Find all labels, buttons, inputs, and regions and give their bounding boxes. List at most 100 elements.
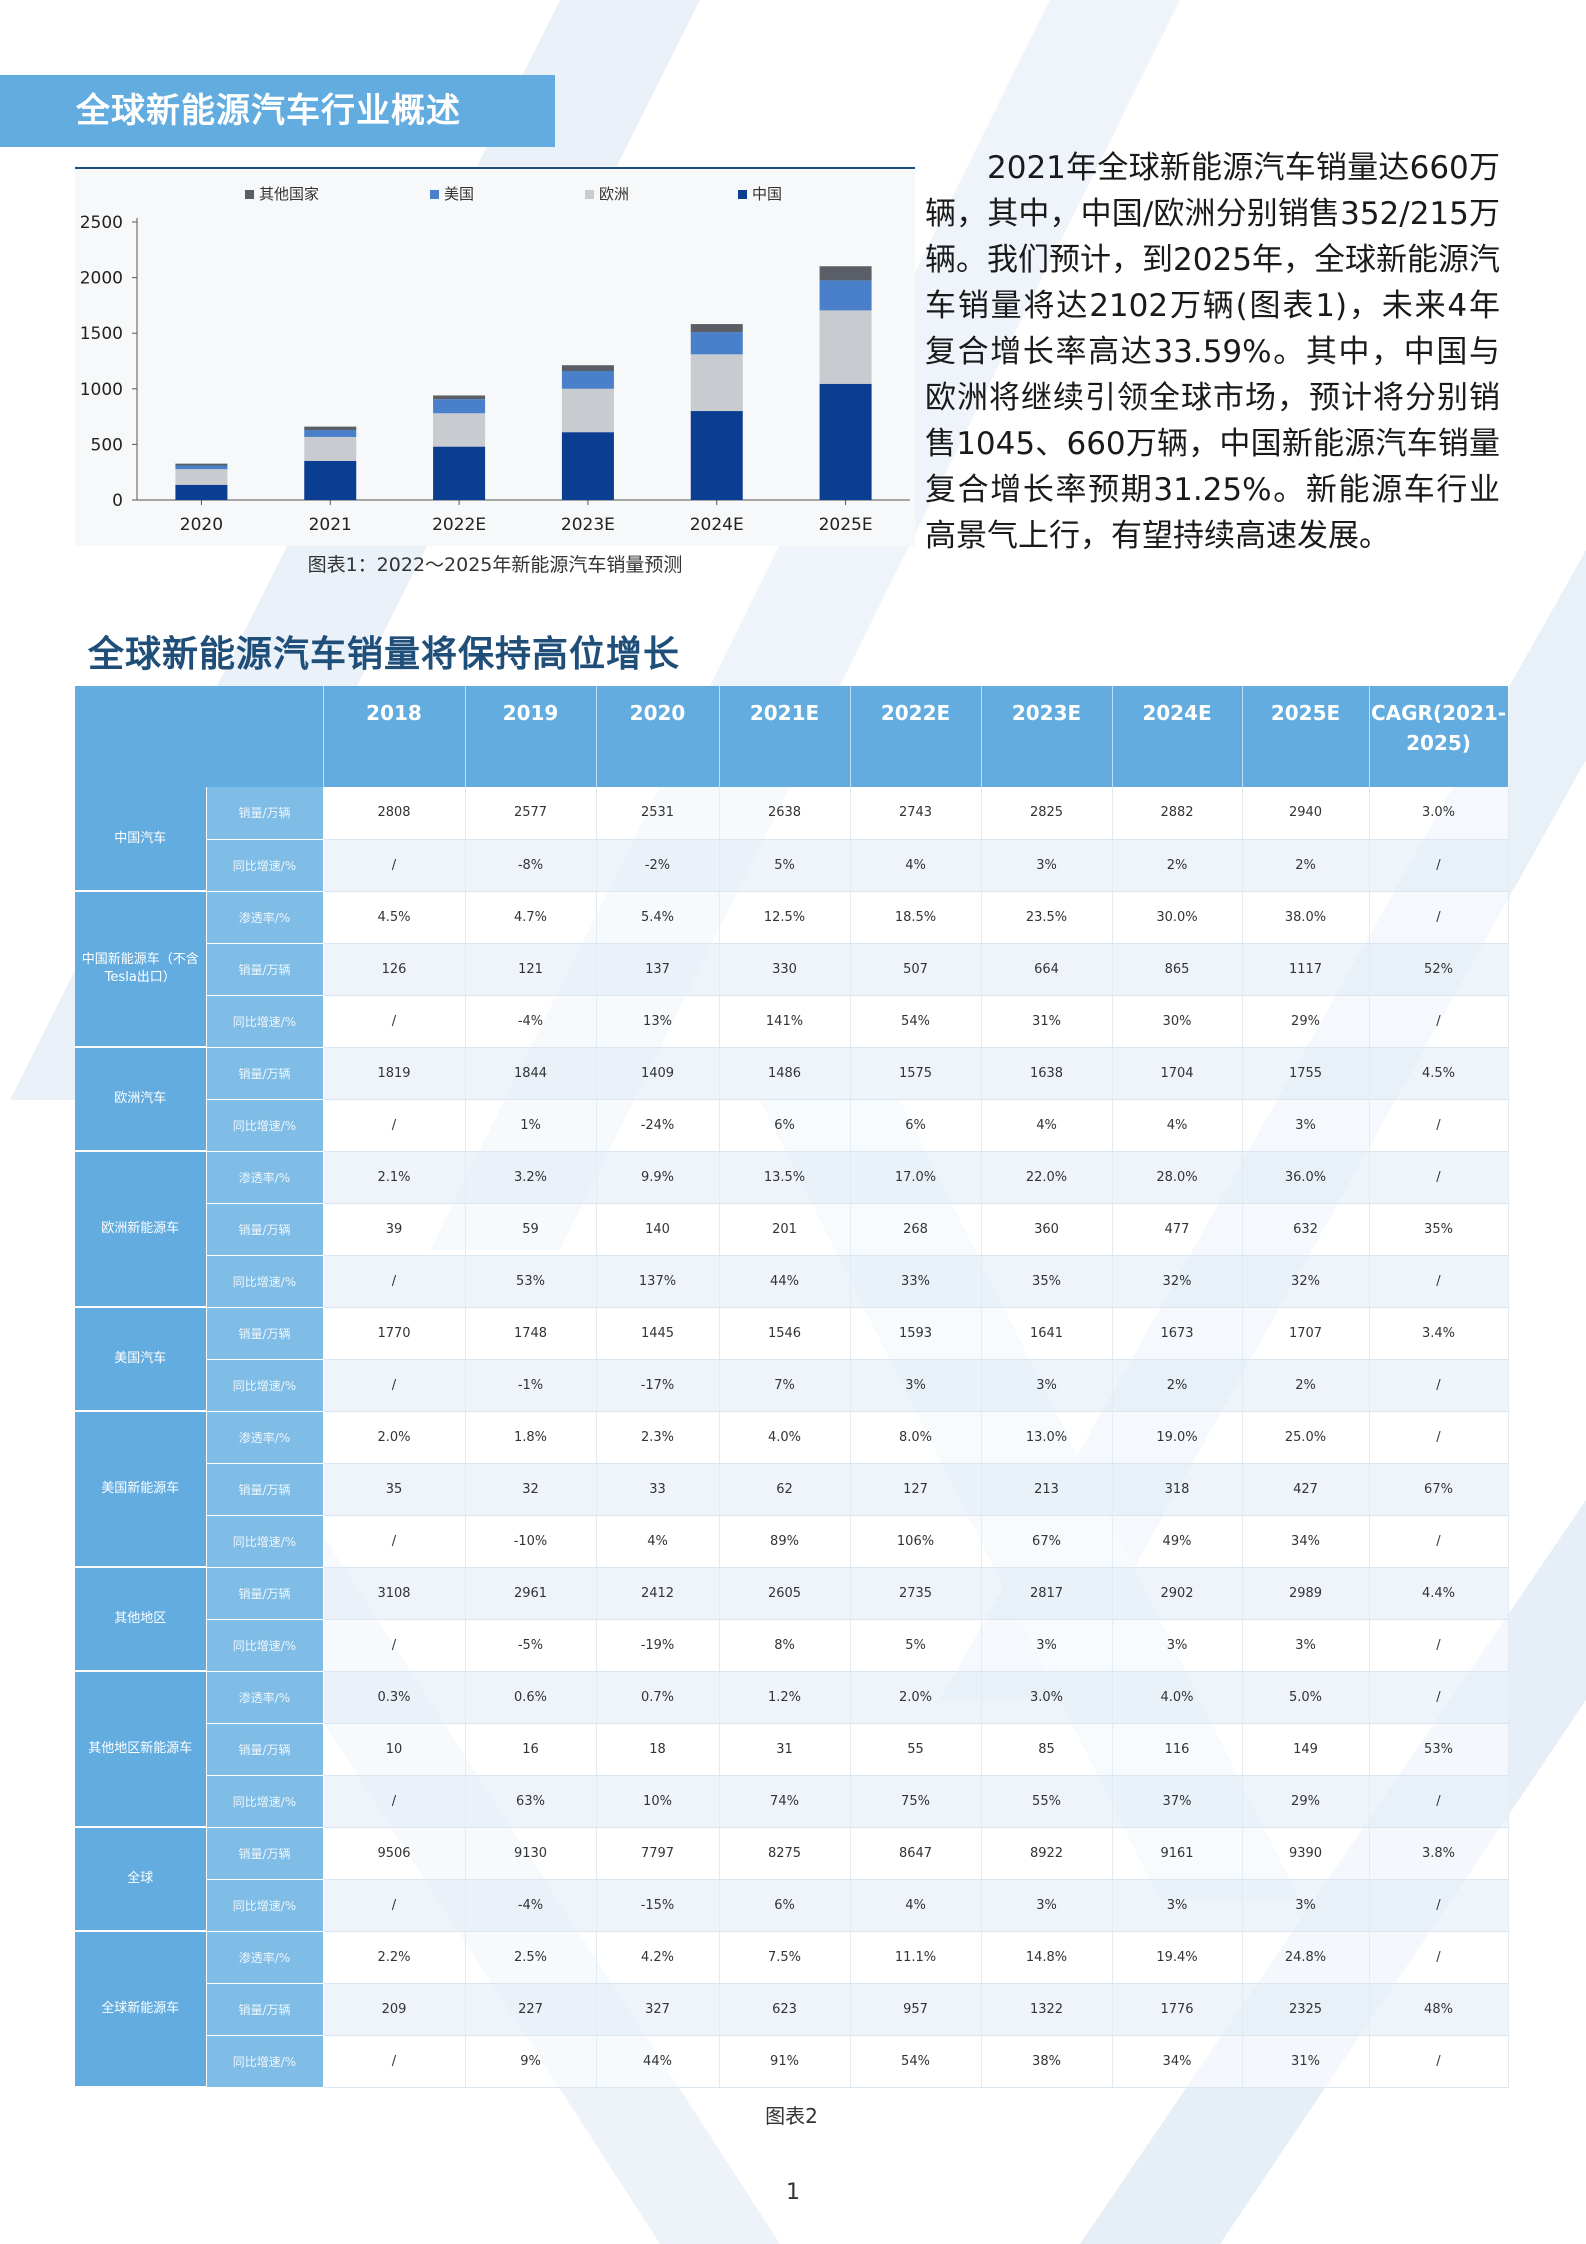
table-cell: 2% <box>1112 839 1243 892</box>
table-cell: 6% <box>719 1879 851 1932</box>
table-row: 其他地区新能源车 渗透率/% 0.3% 0.6% 0.7% 1.2% 2.0% 3.0% 4.0… <box>75 1671 1509 1828</box>
table-cell: 12.5% <box>719 891 851 944</box>
table-cell: -4% <box>465 1879 597 1932</box>
metric-label: 销量/万辆 <box>206 1567 324 1620</box>
table-cell: 10 <box>323 1723 466 1776</box>
bar-segment <box>304 460 357 500</box>
table-cell: 13% <box>596 995 720 1048</box>
table-cell: 330 <box>719 943 851 996</box>
bar-segment <box>819 266 872 281</box>
table-cell: 34% <box>1242 1515 1370 1568</box>
table-cell: 11.1% <box>850 1931 982 1984</box>
table-cell: -1% <box>465 1359 597 1412</box>
table-cell: / <box>1369 891 1509 944</box>
table-cell: 35% <box>981 1255 1113 1308</box>
metric-label: 同比增速/% <box>206 1775 324 1828</box>
table-row: 中国汽车 销量/万辆 2808 2577 2531 2638 2743 2825 2882 294… <box>75 787 1509 892</box>
table-cell: 3.0% <box>981 1671 1113 1724</box>
table-cell: 2577 <box>465 787 597 840</box>
table-cell: 3% <box>1242 1619 1370 1672</box>
bar-segment <box>819 383 872 500</box>
table-row: 同比增速/% / -1% -17% 7% 3% 3% 2% 2% / <box>75 1359 1509 1412</box>
table-row: 销量/万辆 39 59 140 201 268 360 477 632 35% <box>75 1203 1509 1256</box>
bar-segment <box>175 463 228 466</box>
table-cell: 2605 <box>719 1567 851 1620</box>
table-cell: 28.0% <box>1112 1151 1243 1204</box>
group-label: 其他地区新能源车 <box>75 1671 207 1828</box>
table-cell: 5% <box>719 839 851 892</box>
table-cell: 3108 <box>323 1567 466 1620</box>
table-row: 美国新能源车 渗透率/% 2.0% 1.8% 2.3% 4.0% 8.0% 13.0% 19.0… <box>75 1411 1509 1568</box>
y-tick-label: 1000 <box>80 380 123 400</box>
table-header-row: 2018 2019 2020 2021E 2022E 2023E 2024E 2025E CAG… <box>75 686 1509 787</box>
table-cell: 2325 <box>1242 1983 1370 2036</box>
table-cell: 67% <box>981 1515 1113 1568</box>
table-cell: / <box>323 1879 466 1932</box>
table-cell: 67% <box>1369 1463 1509 1516</box>
table-cell: / <box>323 2035 466 2088</box>
x-tick-label: 2021 <box>309 515 352 535</box>
page-number: 1 <box>786 2180 800 2205</box>
table-cell: 17.0% <box>850 1151 982 1204</box>
table-cell: 4.5% <box>323 891 466 944</box>
table-cell: 4% <box>850 839 982 892</box>
table-cell: 9390 <box>1242 1827 1370 1880</box>
table-cell: 7.5% <box>719 1931 851 1984</box>
table-cell: 865 <box>1112 943 1243 996</box>
table-cell: 1755 <box>1242 1047 1370 1100</box>
bar-segment <box>304 426 357 431</box>
bar-segment <box>819 280 872 311</box>
table-cell: 957 <box>850 1983 982 2036</box>
table-cell: / <box>1369 1411 1509 1464</box>
table-cell: 4.0% <box>1112 1671 1243 1724</box>
table-cell: 1% <box>465 1099 597 1152</box>
table-cell: 318 <box>1112 1463 1243 1516</box>
column-header: 2019 <box>465 686 597 787</box>
table-cell: 19.4% <box>1112 1931 1243 1984</box>
table-cell: 2825 <box>981 787 1113 840</box>
table-cell: 85 <box>981 1723 1113 1776</box>
header-corner <box>75 686 324 787</box>
table-cell: 2% <box>1242 839 1370 892</box>
table-cell: 63% <box>465 1775 597 1828</box>
table-cell: 32 <box>465 1463 597 1516</box>
table-cell: 0.3% <box>323 1671 466 1724</box>
table-cell: / <box>1369 1359 1509 1412</box>
table-row: 销量/万辆 10 16 18 31 55 85 116 149 53% <box>75 1723 1509 1776</box>
table-cell: 3% <box>1242 1099 1370 1152</box>
table-cell: -24% <box>596 1099 720 1152</box>
table-cell: / <box>323 1775 466 1828</box>
table-cell: 10% <box>596 1775 720 1828</box>
table-cell: / <box>323 995 466 1048</box>
table-cell: 37% <box>1112 1775 1243 1828</box>
table-cell: 52% <box>1369 943 1509 996</box>
bar-segment <box>175 469 228 485</box>
table-cell: 13.5% <box>719 1151 851 1204</box>
table-cell: 53% <box>465 1255 597 1308</box>
table-cell: 74% <box>719 1775 851 1828</box>
table-cell: 36.0% <box>1242 1151 1370 1204</box>
table-row: 同比增速/% / -5% -19% 8% 5% 3% 3% 3% / <box>75 1619 1509 1672</box>
table-cell: 30.0% <box>1112 891 1243 944</box>
table-cell: 1409 <box>596 1047 720 1100</box>
table-cell: 14.8% <box>981 1931 1113 1984</box>
table-cell: 2412 <box>596 1567 720 1620</box>
table-cell: -17% <box>596 1359 720 1412</box>
table-cell: 18 <box>596 1723 720 1776</box>
section-title: 全球新能源汽车行业概述 <box>0 75 555 147</box>
chart-canvas: 其他国家 美国 欧洲 中国 0 500 1000 1500 2000 2500 2020 2021 20… <box>75 166 915 546</box>
metric-label: 销量/万辆 <box>206 1047 324 1100</box>
table-cell: 2.3% <box>596 1411 720 1464</box>
table-cell: 6% <box>850 1099 982 1152</box>
table-cell: 1445 <box>596 1307 720 1360</box>
table-cell: 632 <box>1242 1203 1370 1256</box>
table-cell: 24.8% <box>1242 1931 1370 1984</box>
table-cell: / <box>1369 1775 1509 1828</box>
table-cell: 664 <box>981 943 1113 996</box>
table-cell: 8275 <box>719 1827 851 1880</box>
table-title: 全球新能源汽车销量将保持高位增长 <box>88 634 681 675</box>
metric-label: 销量/万辆 <box>206 1307 324 1360</box>
bar-segment <box>690 332 743 355</box>
table-cell: 34% <box>1112 2035 1243 2088</box>
table-cell: 2.2% <box>323 1931 466 1984</box>
